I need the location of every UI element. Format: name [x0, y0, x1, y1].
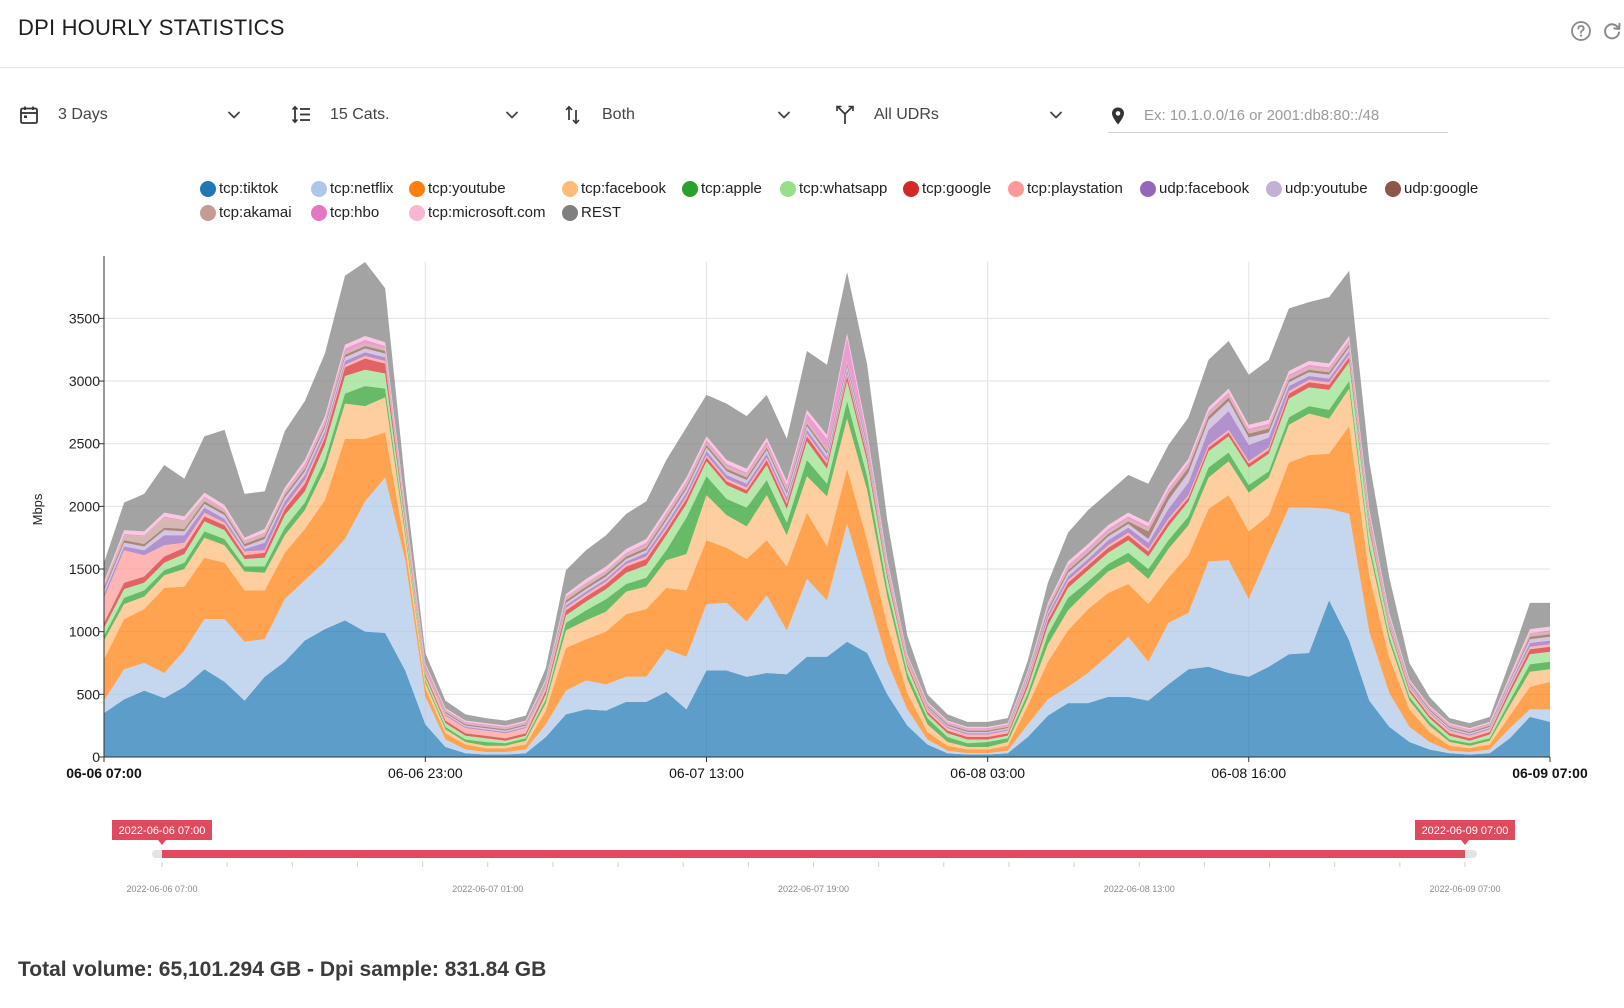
- stacked-area-chart: 0 500 1000 1500 2000 2500 3000 3500 06-06 07:00 0…: [30, 256, 1588, 781]
- navigator-end-handle[interactable]: 2022-06-09 07:00: [1415, 820, 1515, 845]
- legend-label: tcp:facebook: [581, 180, 667, 197]
- x-tick-label: 06-06 23:00: [388, 765, 463, 781]
- navigator-axis-label: 2022-06-07 01:00: [452, 884, 523, 894]
- legend-dot: [1385, 181, 1401, 197]
- ip-filter-input[interactable]: [1108, 99, 1448, 133]
- direction-value: Both: [602, 106, 635, 123]
- legend-label: tcp:google: [922, 180, 992, 197]
- help-icon[interactable]: [1570, 20, 1592, 42]
- legend-dot: [562, 181, 578, 197]
- legend-dot: [200, 181, 216, 197]
- period-select[interactable]: 3 Days: [18, 95, 248, 135]
- legend-dot: [1266, 181, 1282, 197]
- legend-label: tcp:youtube: [428, 180, 506, 197]
- navigator-axis-label: 2022-06-07 19:00: [778, 884, 849, 894]
- area-tcp-youtube[interactable]: [104, 426, 1550, 754]
- area-tcp-tiktok[interactable]: [104, 600, 1550, 757]
- tooltip-pointer: [1461, 840, 1469, 845]
- handle-tooltip: [1415, 820, 1515, 840]
- handle-label: 2022-06-09 07:00: [1422, 825, 1509, 837]
- navigator-axis-label: 2022-06-06 07:00: [126, 884, 197, 894]
- legend-dot: [562, 205, 578, 221]
- period-value: 3 Days: [58, 106, 108, 123]
- legend-label: tcp:hbo: [330, 204, 380, 221]
- chevron-down-icon: [1050, 111, 1062, 119]
- categories-select[interactable]: 15 Cats.: [290, 95, 520, 135]
- area-series-group: [104, 262, 1550, 757]
- legend-label: tcp:whatsapp: [799, 180, 888, 197]
- chart-legend: tcp:tiktok tcp:netflix tcp:youtube tcp:face…: [200, 178, 1560, 234]
- x-tick-label: 06-07 13:00: [669, 765, 744, 781]
- filter-bar: 3 Days 15 Cats. Both: [0, 95, 1624, 145]
- direction-select[interactable]: Both: [562, 95, 792, 135]
- page-title: DPI HOURLY STATISTICS: [18, 15, 285, 40]
- chevron-down-icon: [506, 111, 518, 119]
- legend-dot: [409, 181, 425, 197]
- legend-label: tcp:tiktok: [219, 180, 279, 197]
- refresh-icon[interactable]: [1601, 20, 1623, 42]
- y-tick-label: 500: [77, 686, 101, 702]
- legend-label: udp:google: [1404, 180, 1479, 197]
- legend-label: tcp:netflix: [330, 180, 394, 197]
- y-tick-label: 2500: [69, 436, 100, 452]
- y-tick-label: 3500: [69, 310, 100, 326]
- legend-dot: [903, 181, 919, 197]
- y-tick-label: 3000: [69, 373, 100, 389]
- x-tick-label: 06-06 07:00: [66, 765, 142, 781]
- legend-dot: [200, 205, 216, 221]
- tooltip-pointer: [158, 840, 166, 845]
- categories-value: 15 Cats.: [330, 106, 390, 123]
- x-tick-label: 06-09 07:00: [1512, 765, 1588, 781]
- chevron-down-icon: [778, 111, 790, 119]
- legend-label: tcp:playstation: [1027, 180, 1123, 197]
- legend-label: tcp:microsoft.com: [428, 204, 546, 221]
- udr-select[interactable]: All UDRs: [834, 95, 1064, 135]
- legend-dot: [311, 181, 327, 197]
- legend-dot: [311, 205, 327, 221]
- total-volume-summary: Total volume: 65,101.294 GB - Dpi sample…: [18, 958, 547, 981]
- y-axis-title: Mbps: [30, 493, 45, 525]
- legend-label: tcp:apple: [701, 180, 762, 197]
- legend-label: REST: [581, 204, 622, 221]
- handle-tooltip: [112, 820, 212, 840]
- y-tick-label: 2000: [69, 498, 100, 514]
- handle-label: 2022-06-06 07:00: [119, 825, 206, 837]
- header-bar: DPI HOURLY STATISTICS: [0, 0, 1624, 68]
- navigator-selected-range[interactable]: [162, 850, 1465, 858]
- navigator-start-handle[interactable]: 2022-06-06 07:00: [112, 820, 212, 845]
- navigator-axis-label: 2022-06-08 13:00: [1104, 884, 1175, 894]
- legend-label: udp:facebook: [1159, 180, 1250, 197]
- x-tick-label: 06-08 03:00: [950, 765, 1025, 781]
- x-tick-label: 06-08 16:00: [1211, 765, 1286, 781]
- y-tick-label: 1500: [69, 561, 100, 577]
- legend-dot: [682, 181, 698, 197]
- chevron-down-icon: [228, 111, 240, 119]
- legend-label: udp:youtube: [1285, 180, 1368, 197]
- y-tick-label: 0: [92, 749, 100, 765]
- area-tcp-netflix[interactable]: [104, 477, 1550, 755]
- legend-dot: [1140, 181, 1156, 197]
- legend-dot: [1008, 181, 1024, 197]
- merge-icon: [836, 105, 854, 124]
- legend-dot: [780, 181, 796, 197]
- udr-value: All UDRs: [874, 106, 939, 123]
- range-navigator[interactable]: 2022-06-06 07:00 2022-06-09 07:00 2022-06-…: [0, 812, 1624, 902]
- calendar-icon: [20, 106, 38, 124]
- legend-label: tcp:akamai: [219, 204, 292, 221]
- y-tick-label: 1000: [69, 624, 100, 640]
- up-down-arrows-icon: [565, 105, 580, 125]
- sort-list-icon: [291, 105, 310, 124]
- navigator-axis-label: 2022-06-09 07:00: [1429, 884, 1500, 894]
- legend-dot: [409, 205, 425, 221]
